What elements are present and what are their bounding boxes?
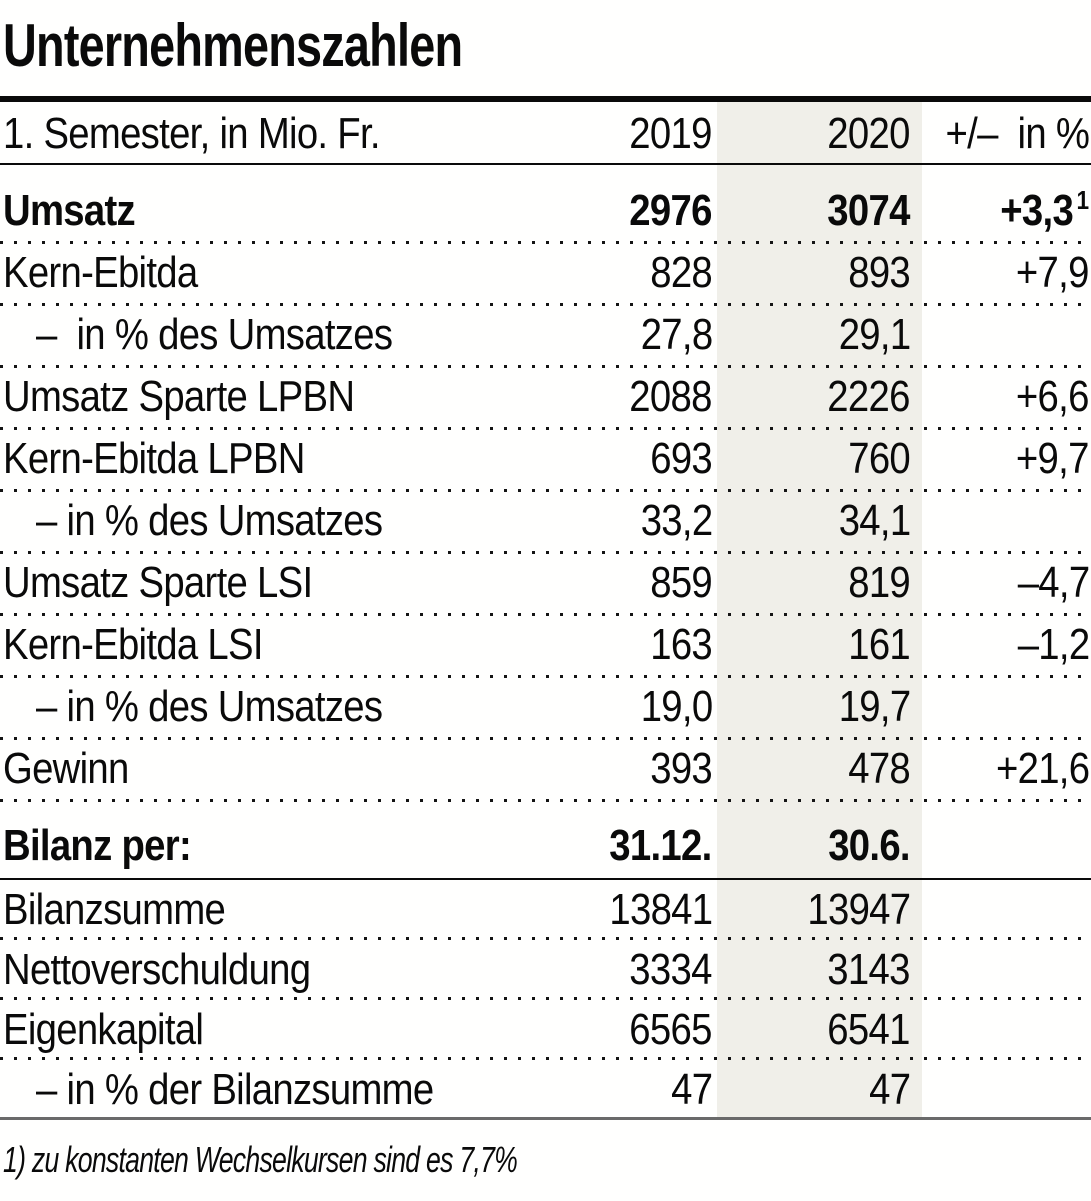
header-col-delta: +/– in % xyxy=(945,109,1089,158)
value-delta: +7,9 xyxy=(1016,248,1089,297)
value-delta xyxy=(920,824,1091,868)
table-row: Kern-Ebitda 828 893 +7,9 xyxy=(0,244,1091,306)
value-delta xyxy=(920,313,1091,357)
page-title: Unternehmenszahlen xyxy=(3,12,463,79)
value-2019: 13841 xyxy=(609,885,713,934)
table-row: – in % des Umsatzes 33,2 34,1 xyxy=(0,492,1091,554)
value-delta: +9,7 xyxy=(1016,434,1089,483)
table-row: – in % des Umsatzes 27,8 29,1 xyxy=(0,306,1091,368)
value-2020: 3143 xyxy=(827,945,911,994)
value-delta xyxy=(920,1008,1091,1052)
row-label: – in % des Umsatzes xyxy=(36,496,383,545)
value-2020: 819 xyxy=(848,558,910,607)
value-2020: 3074 xyxy=(827,186,911,235)
value-delta: +21,6 xyxy=(995,744,1090,793)
table-row: Kern-Ebitda LPBN 693 760 +9,7 xyxy=(0,430,1091,492)
value-2020: 893 xyxy=(848,248,910,297)
value-2020: 2226 xyxy=(827,372,911,421)
value-2019: 19,0 xyxy=(640,682,712,731)
row-label: Kern-Ebitda xyxy=(3,248,198,297)
value-delta xyxy=(920,499,1091,543)
value-2020: 19,7 xyxy=(838,682,910,731)
row-label: Umsatz Sparte LSI xyxy=(3,558,313,607)
header-col-2020: 2020 xyxy=(827,109,911,158)
value-2019: 27,8 xyxy=(640,310,712,359)
table-row: Umsatz Sparte LSI 859 819 –4,7 xyxy=(0,554,1091,616)
table-row: Umsatz 2976 3074 +3,3 1 xyxy=(0,165,1091,244)
value-2020: 13947 xyxy=(807,885,911,934)
value-2019: 31.12. xyxy=(609,821,713,870)
value-delta xyxy=(920,1068,1091,1112)
value-delta xyxy=(920,888,1091,932)
table-row: Eigenkapital 6565 6541 xyxy=(0,1000,1091,1060)
value-2019: 393 xyxy=(650,744,712,793)
row-label: Gewinn xyxy=(3,744,129,793)
row-label: – in % des Umsatzes xyxy=(36,682,383,731)
row-label: Kern-Ebitda LPBN xyxy=(3,434,305,483)
value-delta: +3,3 1 xyxy=(1000,185,1089,235)
header-label: 1. Semester, in Mio. Fr. xyxy=(3,109,381,158)
row-label: Kern-Ebitda LSI xyxy=(3,620,263,669)
value-2019: 163 xyxy=(650,620,712,669)
value-2020: 47 xyxy=(868,1065,911,1114)
value-2019: 47 xyxy=(670,1065,713,1114)
value-2020: 760 xyxy=(848,434,910,483)
value-2020: 478 xyxy=(848,744,910,793)
value-2019: 33,2 xyxy=(640,496,712,545)
value-2020: 29,1 xyxy=(838,310,910,359)
highlight-column-2020 xyxy=(717,102,922,1120)
value-2020: 161 xyxy=(848,620,910,669)
value-2019: 828 xyxy=(650,248,712,297)
header-col-2019: 2019 xyxy=(629,109,713,158)
table-row: Bilanzsumme 13841 13947 xyxy=(0,880,1091,940)
top-rule xyxy=(0,96,1091,102)
value-delta xyxy=(920,948,1091,992)
row-label: Bilanz per: xyxy=(3,821,192,870)
value-delta: –1,2 xyxy=(1017,620,1089,669)
company-figures-table: 1. Semester, in Mio. Fr. 2019 2020 +/– i… xyxy=(0,102,1091,1120)
table-row: Gewinn 393 478 +21,6 xyxy=(0,740,1091,802)
value-2020: 34,1 xyxy=(838,496,910,545)
value-2019: 2088 xyxy=(629,372,713,421)
row-label: Nettoverschuldung xyxy=(3,945,311,994)
table-body: Umsatz 2976 3074 +3,3 1 Kern-Ebitda 828 8… xyxy=(0,165,1091,1120)
value-delta xyxy=(920,685,1091,729)
footnote: 1) zu konstanten Wechselkursen sind es 7… xyxy=(3,1139,518,1180)
row-label: – in % der Bilanzsumme xyxy=(36,1065,434,1114)
row-label: – in % des Umsatzes xyxy=(36,310,393,359)
table-row: – in % der Bilanzsumme 47 47 xyxy=(0,1060,1091,1120)
row-label: Bilanzsumme xyxy=(3,885,226,934)
value-2019: 2976 xyxy=(629,186,713,235)
table-row: – in % des Umsatzes 19,0 19,7 xyxy=(0,678,1091,740)
row-label: Eigenkapital xyxy=(3,1005,204,1054)
table-header-row: 1. Semester, in Mio. Fr. 2019 2020 +/– i… xyxy=(0,102,1091,165)
value-2019: 859 xyxy=(650,558,712,607)
row-label: Umsatz xyxy=(3,186,136,235)
table-row: Kern-Ebitda LSI 163 161 –1,2 xyxy=(0,616,1091,678)
value-2020: 6541 xyxy=(827,1005,911,1054)
value-2019: 693 xyxy=(650,434,712,483)
value-2020: 30.6. xyxy=(828,821,910,870)
table-row: Umsatz Sparte LPBN 2088 2226 +6,6 xyxy=(0,368,1091,430)
table-row: Nettoverschuldung 3334 3143 xyxy=(0,940,1091,1000)
table-row: Bilanz per: 31.12. 30.6. xyxy=(0,802,1091,880)
value-delta: –4,7 xyxy=(1017,558,1089,607)
value-delta: +6,6 xyxy=(1016,372,1089,421)
row-label: Umsatz Sparte LPBN xyxy=(3,372,355,421)
value-2019: 3334 xyxy=(629,945,713,994)
value-2019: 6565 xyxy=(629,1005,713,1054)
